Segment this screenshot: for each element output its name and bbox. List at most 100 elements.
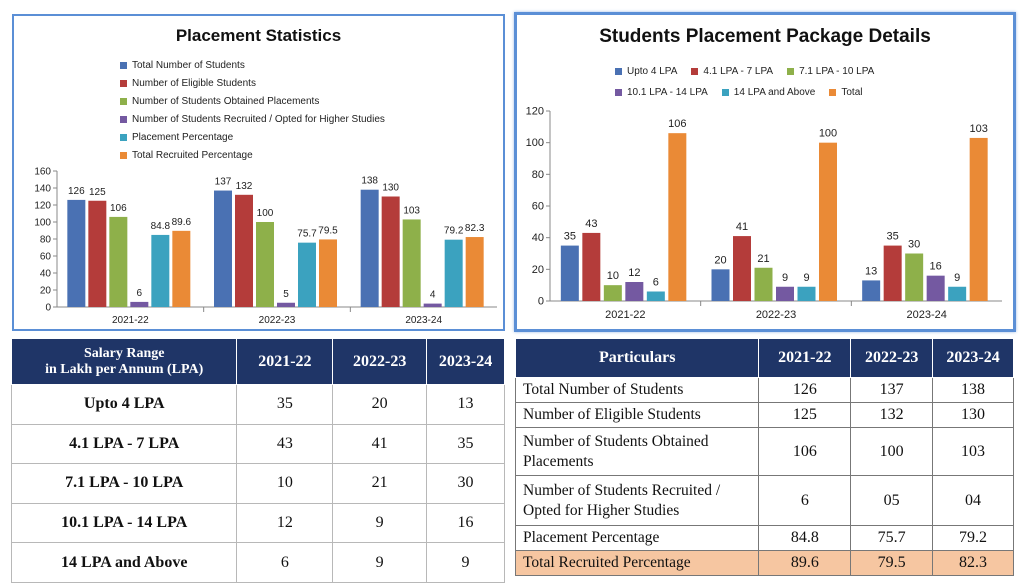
bar [776,286,794,301]
legend-label: Total [841,87,863,98]
cell-value: 132 [850,402,934,428]
bar-value-label: 9 [954,272,960,284]
cell-value: 126 [758,377,852,403]
legend-label: 14 LPA and Above [733,87,816,98]
bar [905,253,924,301]
row-label: Number of Students Obtained Placements [514,427,760,476]
y-tick-label: 40 [532,232,544,244]
bar [465,237,484,307]
bar-value-label: 103 [969,123,987,135]
legend-swatch [120,133,127,141]
bar-value-label: 125 [89,187,106,198]
cell-value: 43 [236,423,334,465]
y-tick-label: 80 [40,235,52,246]
legend-item: Number of Students Obtained Placements [120,92,385,110]
chart-title: Students Placement Package Details [599,26,931,47]
placement-particulars-table: Particulars 2021-22 2022-23 2023-24 Tota… [514,338,1014,576]
cell-value: 35 [426,423,505,465]
bar-value-label: 35 [887,231,899,243]
bar-value-label: 21 [757,253,769,265]
salary-range-table: Salary Range in Lakh per Annum (LPA) 2021… [10,338,505,583]
year-header: 2022-23 [850,338,934,378]
legend-item: 4.1 LPA - 7 LPA [691,61,773,82]
x-tick-label: 2021-22 [605,309,645,321]
bar [754,267,773,301]
cell-value: 21 [332,463,428,504]
legend-item: Total [829,82,862,103]
y-tick-label: 120 [34,201,51,212]
legend-item: Placement Percentage [120,128,385,146]
bar [172,230,191,307]
legend-item: Upto 4 LPA [615,61,677,82]
bar-value-label: 35 [564,231,576,243]
cell-value: 41 [332,423,428,465]
table-header-row: Salary Range in Lakh per Annum (LPA) 2021… [10,338,505,385]
cell-value: 79.2 [932,525,1014,551]
row-label: Placement Percentage [514,525,760,551]
year-header: 2021-22 [236,338,334,385]
cell-value: 6 [236,542,334,583]
bar-value-label: 130 [382,183,399,194]
y-tick-label: 0 [45,303,51,314]
y-tick-label: 20 [532,264,544,276]
bar-value-label: 82.3 [465,223,485,234]
bar [214,190,232,307]
bar [381,196,400,307]
bar-value-label: 138 [361,176,378,187]
cell-value: 9 [332,502,428,544]
bar-value-label: 41 [736,221,748,233]
bar [797,286,816,301]
header-line: Salary Range [83,345,165,361]
bar-value-label: 89.6 [172,217,192,228]
legend-item: 10.1 LPA - 14 LPA [615,82,708,103]
cell-value: 35 [236,384,334,425]
bar [883,245,902,301]
bar [625,282,644,301]
bar-value-label: 6 [137,288,143,299]
y-tick-label: 160 [34,167,51,178]
table-row: 10.1 LPA - 14 LPA 12 9 16 [10,502,505,544]
year-header: 2023-24 [932,338,1014,378]
legend-item: 7.1 LPA - 10 LPA [787,61,874,82]
bar [130,301,149,307]
row-label: 10.1 LPA - 14 LPA [10,502,238,544]
bar [948,286,967,301]
particulars-header: Particulars [514,338,760,378]
bar [646,291,665,301]
y-tick-label: 80 [532,169,544,181]
legend-swatch [787,68,795,75]
bar [88,200,107,307]
legend-swatch [120,61,127,69]
legend-swatch [615,68,622,75]
cell-value: 100 [850,427,934,476]
legend-swatch [615,89,622,96]
table-row: 4.1 LPA - 7 LPA 43 41 35 [10,423,505,465]
table-row: Placement Percentage 84.8 75.7 79.2 [514,525,1014,551]
bar-value-label: 84.8 [151,221,171,232]
bar-value-label: 4 [430,290,436,301]
bar [862,280,881,301]
bar [235,194,253,307]
bar [969,137,988,301]
x-tick-label: 2021-22 [112,315,149,326]
year-header: 2022-23 [332,338,428,385]
legend-swatch [120,79,127,87]
bar [360,189,379,307]
y-tick-label: 40 [40,269,52,280]
x-tick-label: 2023-24 [906,309,946,321]
bar [819,142,837,301]
cell-value: 30 [426,463,505,504]
bar-value-label: 9 [803,272,809,284]
bar [109,216,128,307]
y-tick-label: 20 [40,286,52,297]
cell-value: 79.5 [850,550,934,576]
bar-value-label: 9 [782,272,788,284]
bar [582,232,601,301]
placement-statistics-plot: 0 20 40 60 80 100 120 140 160 126 125 106 6 84.8 89.6 2… [34,167,497,326]
cell-value: 04 [932,475,1014,526]
bar-value-label: 132 [236,181,253,192]
cell-value: 130 [932,402,1014,428]
legend-item: Total Number of Students [120,56,385,74]
row-label: Number of Students Recruited / Opted for… [514,475,760,526]
legend-label: Upto 4 LPA [627,66,678,77]
